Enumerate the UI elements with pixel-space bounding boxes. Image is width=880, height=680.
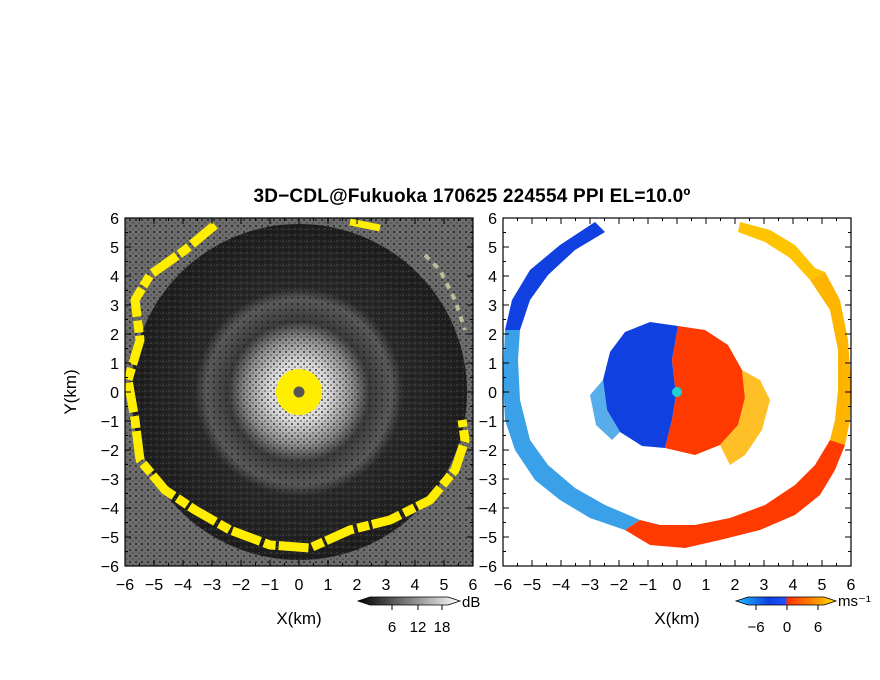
velocity-xtick-label: −1 — [639, 577, 657, 594]
figure-title: 3D−CDL@Fukuoka 170625 224554 PPI EL=10.0… — [253, 186, 691, 207]
inner-echo-approaching — [603, 322, 678, 448]
velocity-colorbar-tick-label: 0 — [783, 619, 791, 636]
velocity-xtick-label: 1 — [702, 577, 711, 594]
reflectivity-xtick-label: −4 — [174, 577, 192, 594]
inner-echo-edge-east — [720, 370, 770, 465]
reflectivity-colorbar: dB 6 12 18 — [356, 594, 480, 636]
reflectivity-xtick-label: 3 — [382, 577, 391, 594]
velocity-ytick-label: −4 — [479, 501, 497, 518]
outer-ring-west — [503, 330, 640, 530]
reflectivity-colorbar-unit: dB — [462, 594, 480, 611]
velocity-colorbar-bar — [734, 596, 838, 606]
inner-echo-receding — [665, 326, 745, 455]
reflectivity-xtick-label: −2 — [232, 577, 250, 594]
velocity-colorbar-tick-label: 6 — [814, 619, 822, 636]
reflectivity-ytick-label: −1 — [101, 414, 119, 431]
reflectivity-xtick-label: 5 — [440, 577, 449, 594]
velocity-xtick-label: −2 — [610, 577, 628, 594]
outer-ring-south — [625, 440, 845, 548]
velocity-colorbar: ms⁻¹ −6 0 6 — [734, 593, 871, 636]
reflectivity-xtick-label: 6 — [469, 577, 478, 594]
velocity-ytick-label: −3 — [479, 472, 497, 489]
radar-site-marker — [293, 386, 305, 398]
velocity-xtick-label: −3 — [581, 577, 599, 594]
velocity-ytick-label: −2 — [479, 443, 497, 460]
echo-ring-right-highlight — [423, 253, 467, 331]
velocity-xtick-label: 6 — [847, 577, 856, 594]
reflectivity-ytick-label: 3 — [110, 298, 119, 315]
reflectivity-colorbar-tick-label: 18 — [434, 619, 451, 636]
reflectivity-xtick-label: 2 — [353, 577, 362, 594]
reflectivity-ytick-label: −3 — [101, 472, 119, 489]
reflectivity-xtick-label: 0 — [295, 577, 304, 594]
outer-ring-southeast — [810, 272, 851, 445]
reflectivity-ytick-label: 2 — [110, 327, 119, 344]
reflectivity-ytick-label: 6 — [110, 211, 119, 228]
velocity-xtick-label: 5 — [818, 577, 827, 594]
velocity-ytick-label: 2 — [488, 327, 497, 344]
reflectivity-xtick-label: −3 — [203, 577, 221, 594]
reflectivity-ytick-label: 4 — [110, 269, 119, 286]
reflectivity-ytick-label: 5 — [110, 240, 119, 257]
velocity-xtick-label: 2 — [731, 577, 740, 594]
velocity-ytick-label: 6 — [488, 211, 497, 228]
reflectivity-xtick-label: −5 — [145, 577, 163, 594]
velocity-ytick-label: 4 — [488, 269, 497, 286]
reflectivity-ylabel: Y(km) — [61, 369, 80, 414]
outer-ring-northeast — [738, 222, 825, 280]
velocity-ytick-label: −1 — [479, 414, 497, 431]
velocity-colorbar-tick-label: −6 — [747, 619, 764, 636]
velocity-xtick-label: 3 — [760, 577, 769, 594]
reflectivity-xlabel: X(km) — [276, 609, 321, 628]
reflectivity-colorbar-tick-label: 6 — [388, 619, 396, 636]
reflectivity-xtick-label: −6 — [116, 577, 134, 594]
reflectivity-ytick-label: −4 — [101, 501, 119, 518]
velocity-colorbar-unit: ms⁻¹ — [838, 593, 871, 610]
reflectivity-ytick-label: −2 — [101, 443, 119, 460]
reflectivity-panel — [125, 218, 473, 566]
reflectivity-ytick-label: 0 — [110, 385, 119, 402]
reflectivity-ytick-label: −6 — [101, 559, 119, 576]
reflectivity-ytick-label: 1 — [110, 356, 119, 373]
velocity-ytick-label: 5 — [488, 240, 497, 257]
velocity-xtick-label: −6 — [494, 577, 512, 594]
velocity-ytick-label: −5 — [479, 530, 497, 547]
outer-ring-northwest — [505, 222, 605, 330]
radar-site-velocity-marker — [672, 387, 682, 397]
velocity-ytick-label: 3 — [488, 298, 497, 315]
velocity-xtick-label: 4 — [789, 577, 798, 594]
velocity-axes: −6 −5 −4 −3 −2 −1 0 1 2 3 4 5 6 6 5 4 3 2 1 0 −1 −2 −3 −4 −5 −6 — [479, 211, 856, 594]
velocity-ytick-label: −6 — [479, 559, 497, 576]
velocity-xtick-label: −4 — [552, 577, 570, 594]
reflectivity-xtick-label: 4 — [411, 577, 420, 594]
inner-echo-edge-west — [590, 380, 620, 440]
velocity-panel — [503, 218, 851, 566]
reflectivity-colorbar-tick-label: 12 — [410, 619, 427, 636]
velocity-xtick-label: 0 — [673, 577, 682, 594]
velocity-xtick-label: −5 — [523, 577, 541, 594]
reflectivity-xtick-label: −1 — [261, 577, 279, 594]
velocity-ytick-label: 0 — [488, 385, 497, 402]
echo-ring-highlight — [125, 221, 470, 553]
reflectivity-colorbar-bar — [356, 596, 462, 606]
reflectivity-axes: −6 −5 −4 −3 −2 −1 0 1 2 3 4 5 6 6 5 4 3 2 1 0 −1 −2 −3 −4 −5 −6 — [101, 211, 478, 594]
echo-ring-top-highlight — [349, 218, 381, 232]
velocity-ytick-label: 1 — [488, 356, 497, 373]
velocity-xlabel: X(km) — [654, 609, 699, 628]
reflectivity-ytick-label: −5 — [101, 530, 119, 547]
reflectivity-xtick-label: 1 — [324, 577, 333, 594]
